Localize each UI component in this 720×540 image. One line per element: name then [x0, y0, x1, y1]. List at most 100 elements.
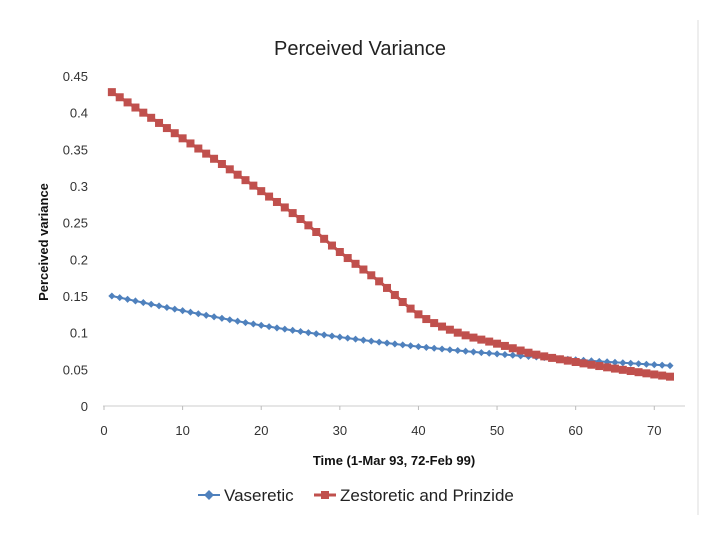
- data-point-marker: [414, 310, 423, 319]
- data-point-marker: [249, 181, 258, 190]
- data-point-marker: [367, 271, 376, 280]
- data-point-marker: [155, 118, 164, 127]
- legend-label-vaseretic: Vaseretic: [224, 486, 294, 505]
- data-point-marker: [563, 356, 572, 365]
- series-layer: [107, 88, 674, 381]
- data-point-marker: [186, 139, 195, 148]
- y-tick-label: 0.05: [63, 362, 88, 377]
- data-point-marker: [391, 340, 399, 348]
- y-tick-label: 0.35: [63, 142, 88, 157]
- data-point-marker: [579, 359, 588, 368]
- data-point-marker: [642, 360, 650, 368]
- data-point-marker: [107, 88, 116, 97]
- x-tick-label: 40: [411, 423, 425, 438]
- data-point-marker: [399, 341, 407, 349]
- data-point-marker: [390, 290, 399, 299]
- data-point-marker: [359, 336, 367, 344]
- data-point-marker: [626, 367, 635, 376]
- data-point-marker: [344, 334, 352, 342]
- data-point-marker: [375, 338, 383, 346]
- data-point-marker: [422, 315, 431, 324]
- data-point-marker: [163, 303, 171, 312]
- data-point-marker: [304, 221, 313, 230]
- data-point-marker: [257, 187, 266, 196]
- data-point-marker: [289, 326, 297, 334]
- data-point-marker: [485, 337, 494, 346]
- data-point-marker: [296, 215, 305, 223]
- data-point-marker: [273, 324, 281, 332]
- data-point-marker: [234, 317, 242, 325]
- data-point-marker: [171, 305, 179, 313]
- data-point-marker: [658, 371, 667, 380]
- data-point-marker: [265, 192, 274, 201]
- data-point-marker: [516, 346, 525, 355]
- data-point-marker: [375, 277, 384, 286]
- y-tick-label: 0.15: [63, 289, 88, 304]
- data-point-marker: [493, 339, 502, 348]
- data-point-marker: [500, 341, 509, 350]
- data-point-marker: [571, 358, 580, 366]
- data-point-marker: [642, 369, 651, 378]
- data-point-marker: [635, 360, 643, 368]
- data-point-marker: [320, 331, 328, 339]
- data-point-marker: [327, 241, 336, 250]
- data-point-marker: [383, 283, 391, 292]
- data-point-marker: [587, 360, 596, 369]
- data-point-marker: [217, 160, 226, 168]
- data-point-marker: [501, 351, 509, 359]
- data-point-marker: [658, 361, 666, 369]
- data-point-marker: [445, 325, 454, 334]
- data-point-marker: [359, 265, 368, 274]
- y-tick-group: 0 0.05 0.1 0.15 0.2 0.25 0.3 0.35 0.4 0.45: [63, 69, 88, 414]
- data-point-marker: [194, 144, 203, 153]
- data-point-marker: [272, 197, 281, 206]
- data-point-marker: [493, 350, 501, 358]
- legend-item-vaseretic: Vaseretic: [198, 486, 294, 505]
- data-point-marker: [233, 170, 242, 179]
- data-point-marker: [139, 299, 147, 307]
- data-point-marker: [202, 149, 211, 158]
- data-point-marker: [610, 364, 619, 373]
- y-tick-label: 0.3: [70, 179, 88, 194]
- data-point-marker: [508, 344, 517, 353]
- data-point-marker: [462, 347, 470, 355]
- data-point-marker: [352, 335, 360, 343]
- data-point-marker: [407, 342, 415, 350]
- data-point-marker: [595, 362, 604, 371]
- data-point-marker: [280, 203, 289, 212]
- data-point-marker: [320, 234, 329, 243]
- y-tick-label: 0: [81, 399, 88, 414]
- data-point-marker: [611, 358, 619, 366]
- x-tick-label: 70: [647, 423, 661, 438]
- data-point-marker: [509, 351, 517, 359]
- data-point-marker: [155, 302, 163, 310]
- legend-marker-zestoretic: [321, 491, 329, 499]
- data-point-marker: [406, 304, 415, 313]
- data-point-marker: [218, 314, 226, 322]
- data-point-marker: [123, 98, 132, 107]
- data-point-marker: [116, 294, 124, 302]
- data-point-marker: [147, 300, 155, 308]
- data-point-marker: [634, 368, 643, 377]
- data-point-marker: [454, 346, 462, 355]
- x-tick-label: 60: [568, 423, 582, 438]
- legend-label-zestoretic: Zestoretic and Prinzide: [340, 486, 514, 505]
- data-point-marker: [328, 332, 336, 340]
- y-tick-label: 0.1: [70, 326, 88, 341]
- data-point-marker: [430, 319, 439, 328]
- data-point-marker: [288, 209, 297, 218]
- data-point-marker: [414, 343, 422, 351]
- legend-marker-vaseretic: [204, 490, 214, 500]
- data-point-marker: [210, 313, 218, 321]
- data-point-marker: [281, 325, 289, 333]
- x-tick-label: 10: [175, 423, 189, 438]
- x-tick-label: 50: [490, 423, 504, 438]
- data-point-marker: [532, 350, 541, 359]
- data-point-marker: [618, 365, 627, 374]
- data-point-marker: [170, 129, 179, 138]
- data-point-marker: [226, 316, 234, 324]
- y-axis-label: Perceived variance: [36, 183, 51, 301]
- data-point-marker: [225, 165, 234, 174]
- data-point-marker: [343, 254, 352, 263]
- data-point-marker: [398, 298, 407, 307]
